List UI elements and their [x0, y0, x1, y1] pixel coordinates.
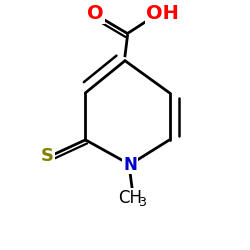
Text: 3: 3 — [138, 196, 146, 209]
Text: O: O — [87, 4, 104, 23]
Text: CH: CH — [118, 189, 142, 207]
Text: N: N — [123, 156, 137, 174]
Text: S: S — [41, 147, 54, 165]
Text: OH: OH — [146, 4, 178, 23]
